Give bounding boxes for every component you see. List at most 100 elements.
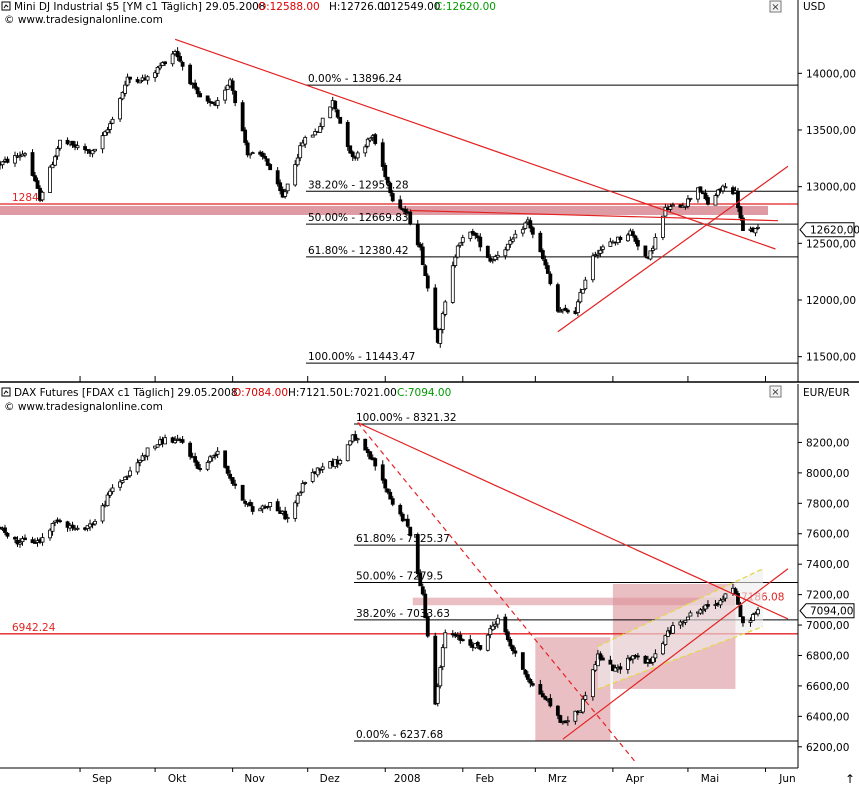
dax-candle-body [383, 479, 388, 489]
dax-ytick-label: 6800,00 [806, 650, 849, 662]
dax-candle-body [205, 462, 210, 470]
dax-candle-body [488, 628, 493, 636]
dax-candle-body [706, 604, 710, 607]
dax-ytick-label: 7200,00 [806, 590, 849, 602]
dax-candle-body [530, 683, 535, 686]
dj-candle-body [298, 145, 303, 159]
dj-candles [0, 47, 760, 348]
dax-fib-label: 100.00% - 8321.32 [356, 412, 457, 424]
dj-candle-body [433, 287, 438, 330]
dj-candle-body [285, 183, 290, 192]
dj-candle-body [293, 164, 298, 186]
dj-candle-body [365, 138, 370, 147]
dj-fib-label: 61.80% - 12380.42 [308, 245, 409, 257]
dax-candle-body [558, 715, 563, 723]
dj-candle-body [408, 211, 413, 225]
dj-candle-body [75, 145, 80, 149]
dj-candle-body [538, 232, 543, 253]
dax-candle-body [368, 451, 373, 460]
dax-candle-body [698, 609, 703, 614]
dj-candle-body [283, 191, 288, 197]
dj-candle-body [40, 191, 45, 201]
dj-candle-body [706, 197, 710, 205]
dax-candle-body [405, 518, 410, 527]
dj-candle-body [523, 222, 528, 229]
dj-candle-body [390, 193, 395, 202]
dj-candle-body [105, 129, 110, 133]
dj-candle-body [756, 226, 760, 229]
dax-last-value: 7094,00 [810, 606, 853, 618]
dax-candle-body [736, 593, 740, 605]
dax-candle-body [188, 442, 193, 457]
dax-candle-body [100, 505, 105, 522]
dax-candle-body [653, 653, 658, 659]
dax-candle-body [215, 450, 220, 455]
dj-trendline [410, 209, 779, 222]
dj-candle-body [503, 249, 508, 257]
dj-candle-body [736, 191, 740, 208]
dj-fib-label: 38.20% - 12959.28 [308, 179, 409, 191]
dax-candle-body [303, 482, 308, 484]
dax-candle-body [58, 520, 62, 523]
dj-candle-body [453, 256, 458, 266]
dj-candle-body [485, 245, 490, 258]
dax-candle-body [50, 523, 55, 532]
dax-candle-body [751, 614, 755, 621]
dax-candle-body [338, 460, 343, 465]
dax-candle-body [93, 520, 97, 525]
dax-candle-body [418, 572, 423, 587]
dax-candle-body [583, 695, 588, 700]
dax-candle-body [140, 455, 145, 461]
dj-candle-body [420, 246, 425, 265]
dj-candle-body [703, 192, 708, 200]
dj-candle-body [625, 234, 630, 242]
dj-candle-body [385, 176, 390, 184]
dj-candle-body [563, 307, 568, 311]
dax-candle-body [365, 449, 370, 453]
dj-panel: 12847 0.00% - 13896.24 38.20% - 12959.28 5… [0, 0, 859, 382]
dj-candle-body [100, 135, 105, 150]
dj-close-button[interactable] [769, 0, 782, 13]
dj-candle-body [388, 182, 393, 194]
dax-candle-body [590, 669, 595, 698]
dax-close-button[interactable] [769, 385, 782, 398]
dj-fib-label: 50.00% - 12669.83 [308, 212, 409, 224]
dj-candle-body [738, 206, 743, 219]
dj-candle-body [85, 149, 90, 151]
time-tick-label: Feb [475, 773, 494, 785]
dax-candle-body [48, 529, 52, 539]
dj-ytick-label: 11500,00 [806, 352, 856, 364]
dj-candle-body [495, 254, 500, 258]
dj-candle-body [155, 66, 160, 74]
dax-candle-body [433, 635, 438, 705]
dax-candle-body [458, 634, 463, 641]
dax-candle-body [125, 475, 130, 478]
dax-candle-body [440, 647, 445, 668]
dj-trendline [557, 165, 789, 333]
dax-candle-body [618, 666, 623, 670]
dj-candle-body [468, 231, 473, 239]
dj-header: Mini DJ Industrial $5 [YM c1 Täglich] 29… [1, 0, 825, 26]
dax-candle-body [565, 720, 570, 723]
dj-candle-body [423, 265, 428, 277]
dj-candle-body [583, 279, 588, 290]
dax-candle-body [595, 653, 600, 667]
dax-candle-body [408, 526, 413, 536]
dj-panel-icon[interactable] [1, 1, 11, 11]
dj-candle-body [198, 93, 203, 98]
dax-candle-body [485, 634, 490, 651]
arrow-up-icon[interactable]: ↑ [845, 772, 855, 786]
dj-candle-body [13, 155, 17, 164]
dax-trendline [562, 568, 789, 740]
dj-candle-body [520, 228, 525, 234]
dj-price-axis: 14000,00 13500,00 13000,00 12500,00 12000,00… [797, 0, 859, 382]
dax-candle-body [573, 710, 578, 722]
dj-candle-body [30, 152, 35, 176]
time-tick-label: Sep [92, 773, 112, 785]
time-tick-label: 2008 [394, 773, 421, 785]
dax-candle-body [13, 536, 17, 540]
dax-candle-body [478, 645, 483, 650]
dax-candle-body [490, 625, 495, 631]
dj-candle-body [135, 79, 140, 83]
dax-panel-icon[interactable] [1, 387, 11, 397]
